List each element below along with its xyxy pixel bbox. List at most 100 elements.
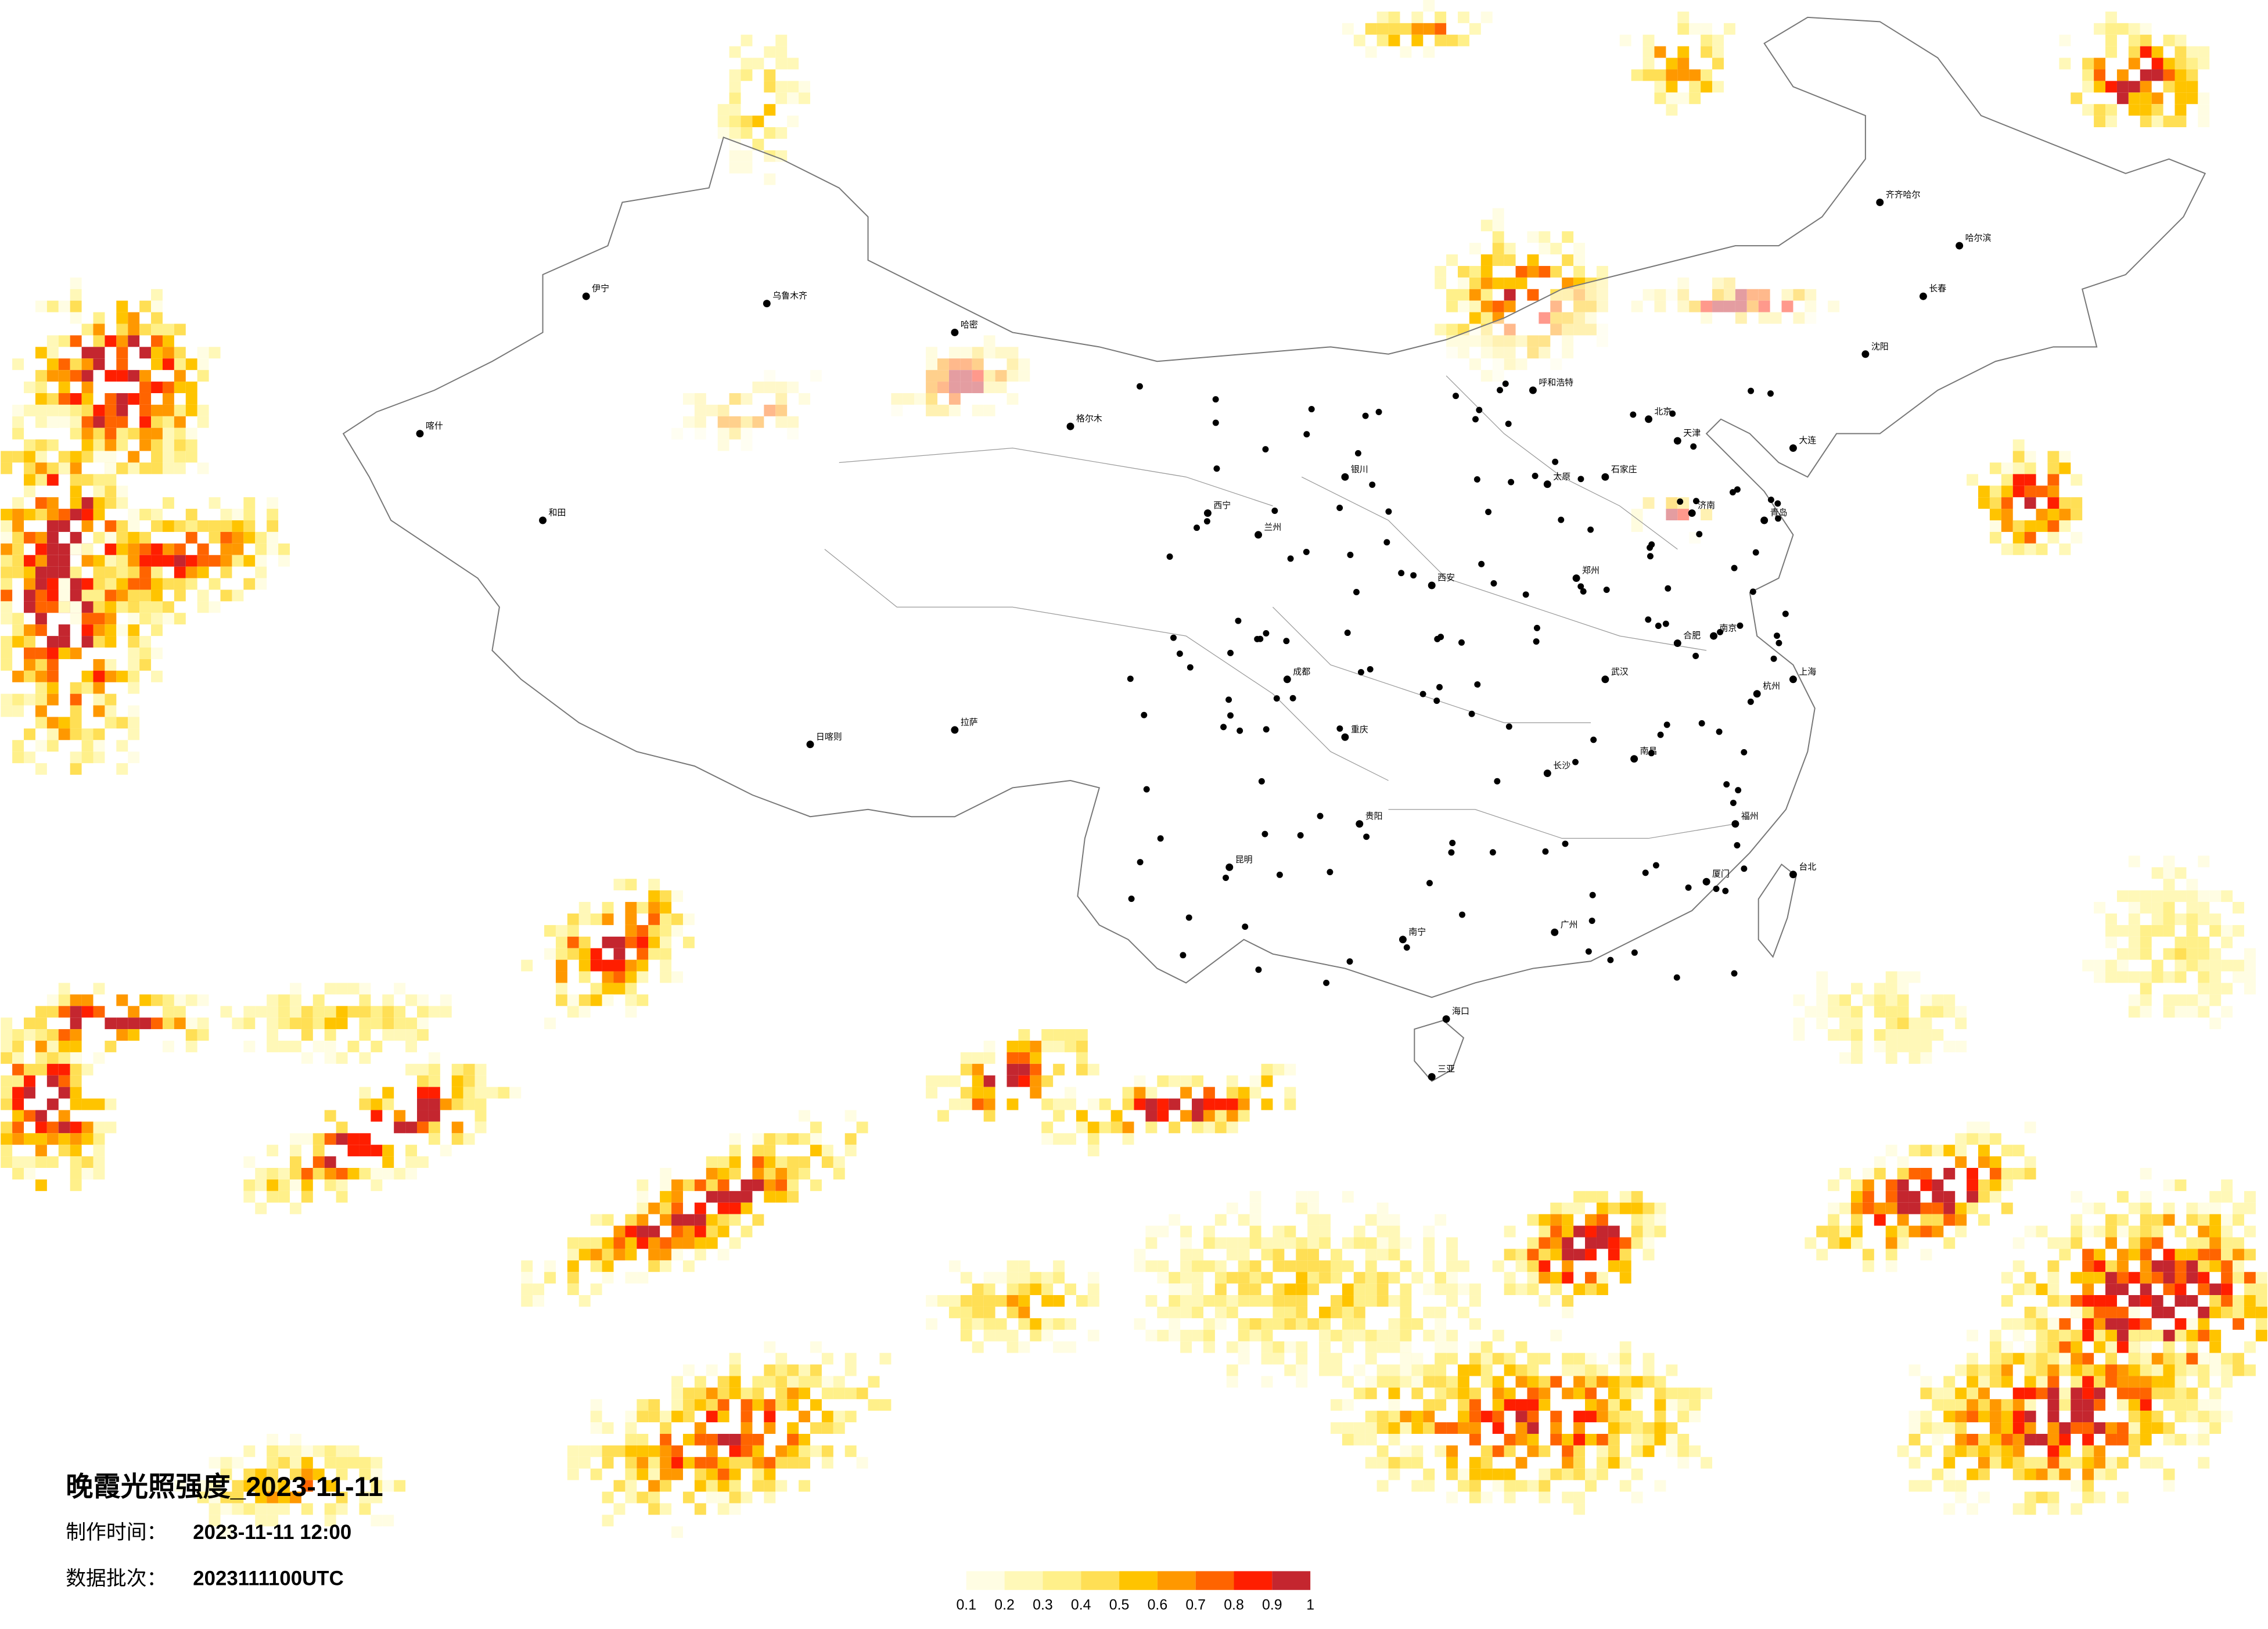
intensity-cell [1701, 23, 1713, 35]
intensity-cell [1296, 1249, 1308, 1261]
city-dot [1692, 653, 1699, 659]
intensity-cell [2140, 948, 2152, 960]
intensity-cell [162, 497, 174, 509]
intensity-cell [983, 1087, 995, 1099]
intensity-cell [46, 531, 59, 544]
intensity-cell [671, 925, 683, 937]
intensity-cell [2233, 1272, 2244, 1284]
intensity-cell [1515, 1480, 1527, 1492]
intensity-cell [116, 578, 128, 590]
intensity-cell [1435, 11, 1447, 23]
intensity-cell [764, 1364, 776, 1376]
intensity-cell [2105, 1306, 2117, 1318]
intensity-cell [139, 370, 152, 382]
intensity-cell [185, 531, 197, 544]
intensity-cell [1, 693, 13, 706]
intensity-cell [1, 636, 13, 648]
city-dot [1760, 516, 1769, 524]
legend-swatch [1157, 1571, 1196, 1590]
intensity-cell [2128, 1237, 2140, 1249]
intensity-cell [775, 1179, 788, 1191]
intensity-cell [1145, 1110, 1158, 1122]
intensity-cell [1885, 1041, 1897, 1052]
intensity-cell [637, 1433, 649, 1445]
city-label: 喀什 [426, 421, 443, 431]
intensity-cell [1157, 1306, 1169, 1318]
intensity-cell [1539, 1480, 1551, 1492]
intensity-cell [185, 358, 197, 371]
intensity-cell [197, 520, 209, 532]
intensity-cell [752, 1133, 764, 1145]
intensity-cell [2036, 1433, 2048, 1445]
intensity-cell [1550, 1225, 1562, 1238]
intensity-cell [1920, 1422, 1932, 1434]
intensity-cell [787, 1376, 799, 1388]
intensity-cell [741, 1387, 753, 1400]
intensity-cell [2198, 1237, 2210, 1249]
intensity-cell [729, 1468, 741, 1480]
intensity-cell [174, 462, 186, 474]
intensity-cell [2012, 543, 2025, 555]
intensity-cell [1203, 1110, 1215, 1122]
intensity-cell [1539, 1225, 1551, 1238]
intensity-cell [12, 1029, 24, 1041]
intensity-cell [1238, 1260, 1250, 1272]
intensity-cell [1839, 1202, 1851, 1214]
intensity-cell [128, 531, 140, 544]
intensity-cell [1400, 1364, 1412, 1376]
intensity-cell [35, 1133, 47, 1145]
intensity-cell [2140, 1272, 2152, 1284]
intensity-cell [128, 335, 140, 347]
intensity-cell [1, 520, 13, 532]
intensity-cell [347, 1133, 360, 1145]
intensity-cell [2094, 1491, 2106, 1504]
intensity-cell [2174, 57, 2187, 70]
intensity-cell [70, 1121, 82, 1134]
intensity-cell [637, 971, 649, 983]
intensity-cell [301, 1052, 313, 1064]
intensity-cell [2221, 1214, 2233, 1226]
intensity-cell [995, 1295, 1007, 1307]
intensity-cell [105, 393, 117, 405]
intensity-cell [1850, 1052, 1863, 1064]
city-dot [1255, 531, 1263, 539]
intensity-cell [24, 1168, 35, 1180]
intensity-cell [2186, 46, 2198, 58]
intensity-cell [1376, 1202, 1389, 1214]
intensity-cell [660, 1480, 672, 1492]
intensity-cell [1885, 1202, 1897, 1214]
intensity-cell [58, 370, 70, 382]
intensity-cell [2255, 1283, 2267, 1296]
legend: 0.1 0.2 0.3 0.4 0.5 0.6 0.7 0.8 0.9 1 [956, 1571, 1314, 1613]
intensity-cell [1388, 1411, 1400, 1423]
city-dot [1645, 616, 1652, 623]
intensity-cell [1689, 1387, 1701, 1400]
intensity-cell [359, 1145, 371, 1157]
intensity-cell [2001, 520, 2013, 532]
intensity-cell [70, 751, 82, 764]
intensity-cell [105, 497, 117, 509]
intensity-cell [1631, 1376, 1643, 1388]
city-dot [1257, 635, 1264, 642]
intensity-cell [1284, 1237, 1296, 1249]
intensity-cell [1504, 1480, 1516, 1492]
intensity-cell [1955, 1006, 1967, 1018]
intensity-cell [1631, 1468, 1643, 1480]
intensity-cell [2105, 34, 2117, 46]
intensity-cell [521, 1260, 533, 1272]
intensity-cell [717, 1491, 729, 1504]
city-label: 石家庄 [1611, 464, 1637, 474]
intensity-cell [1261, 1272, 1273, 1284]
intensity-cell [1701, 1387, 1713, 1400]
intensity-cell [139, 613, 152, 625]
intensity-cell [81, 751, 94, 764]
intensity-cell [1273, 1283, 1285, 1296]
intensity-cell [2071, 1191, 2083, 1203]
intensity-cell [1, 555, 13, 567]
intensity-cell [2047, 1387, 2059, 1400]
intensity-cell [1874, 983, 1886, 995]
city-dot [1225, 696, 1232, 703]
intensity-cell [1527, 1283, 1539, 1296]
intensity-cell [694, 1237, 706, 1249]
intensity-cell [578, 1006, 591, 1018]
